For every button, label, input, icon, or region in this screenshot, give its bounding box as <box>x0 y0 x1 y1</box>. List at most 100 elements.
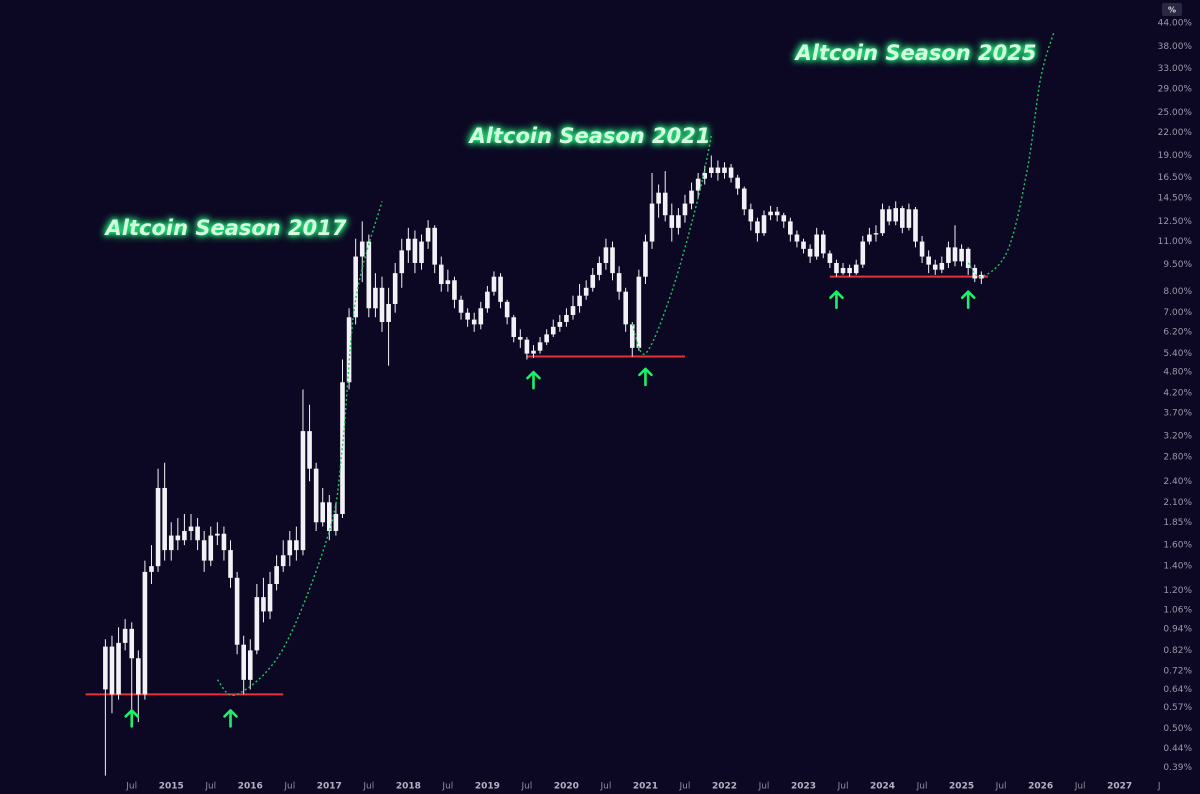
candle-body <box>333 513 339 532</box>
y-tick-label: 0.57% <box>1163 703 1192 713</box>
candle-body <box>722 167 727 173</box>
candle-body <box>649 203 655 242</box>
y-tick-label: 4.20% <box>1163 389 1192 399</box>
candle-body <box>353 256 358 318</box>
candle-body <box>709 167 714 173</box>
x-tick-label: 2020 <box>554 782 579 792</box>
candle-body <box>267 583 273 612</box>
candle-body <box>728 167 734 178</box>
y-tick-label: 29.00% <box>1158 84 1193 94</box>
candle-body <box>228 550 233 578</box>
candle-body <box>287 540 293 556</box>
candle-body <box>965 248 971 268</box>
y-tick-label: 44.00% <box>1158 19 1193 29</box>
candle-body <box>946 247 951 263</box>
candle-body <box>834 262 839 274</box>
up-arrow <box>526 370 541 390</box>
y-tick-label: 2.10% <box>1163 498 1192 508</box>
candle-body <box>564 314 569 322</box>
x-tick-label: Jul <box>520 782 532 792</box>
up-arrow <box>960 290 976 309</box>
x-tick-label: Jul <box>125 782 137 792</box>
candle-body <box>748 209 754 222</box>
x-tick-label: 2022 <box>712 782 737 792</box>
candle-body <box>774 211 780 216</box>
candle-body <box>886 209 892 222</box>
candle-body <box>662 192 668 216</box>
x-tick-label: 2025 <box>949 782 974 792</box>
candle-body <box>669 215 675 228</box>
y-tick-label: 25.00% <box>1158 108 1193 118</box>
candle-body <box>254 597 260 651</box>
x-tick-label: 2019 <box>475 782 500 792</box>
candle-body <box>392 273 398 304</box>
candle-body <box>432 227 437 265</box>
candle-body <box>307 431 312 469</box>
candle-body <box>478 308 484 325</box>
candle-body <box>406 238 411 251</box>
candle-body <box>972 267 978 279</box>
y-tick-label: 19.00% <box>1158 151 1193 161</box>
candle-body <box>340 382 345 514</box>
candle-body <box>182 531 187 541</box>
y-tick-label: 2.80% <box>1163 452 1192 462</box>
candle-body <box>702 172 708 179</box>
scale-button[interactable] <box>1162 3 1182 16</box>
y-tick-label: 3.20% <box>1163 431 1192 441</box>
candle-body <box>656 192 661 204</box>
y-tick-label: 3.70% <box>1163 409 1192 419</box>
y-tick-label: 9.50% <box>1163 260 1192 270</box>
candle-body <box>518 336 523 340</box>
up-arrow <box>124 709 140 728</box>
candle-body <box>900 208 905 228</box>
x-tick-label: Jul <box>600 782 612 792</box>
y-tick-label: 16.50% <box>1158 173 1193 183</box>
candle-body <box>597 262 602 275</box>
candle-body <box>116 642 121 695</box>
candle-body <box>636 276 642 348</box>
candle-body <box>261 597 266 612</box>
y-tick-label: 4.80% <box>1163 368 1192 378</box>
candle-body <box>893 208 899 222</box>
x-tick-label: Jul <box>283 782 295 792</box>
x-tick-label: Jul <box>441 782 453 792</box>
candle-body <box>485 291 490 309</box>
candle-body <box>537 342 543 351</box>
x-tick-label: Jul <box>995 782 1007 792</box>
candle-body <box>195 526 200 541</box>
y-tick-label: 0.50% <box>1163 724 1192 734</box>
candle-body <box>926 256 931 265</box>
y-tick-label: 14.50% <box>1158 194 1193 204</box>
candle-body <box>577 295 582 307</box>
candle-body <box>320 502 326 523</box>
y-tick-label: 0.39% <box>1163 763 1192 773</box>
candle-body <box>168 535 174 551</box>
x-tick-label: 2015 <box>159 782 184 792</box>
candle-body <box>504 301 510 318</box>
candle-body <box>827 253 833 263</box>
candle-body <box>715 167 721 173</box>
x-tick-label: 2017 <box>317 782 342 792</box>
candle-body <box>346 317 352 383</box>
y-tick-label: 6.20% <box>1163 327 1192 337</box>
candle-body <box>373 287 378 309</box>
candle-body <box>386 303 391 322</box>
plot-area <box>85 32 1055 776</box>
candle-body <box>366 241 372 309</box>
candle-body <box>445 280 451 285</box>
candle-body <box>241 644 246 680</box>
candle-body <box>294 540 299 551</box>
candle-body <box>300 431 306 551</box>
candle-body <box>274 566 279 584</box>
candle-body <box>682 203 688 216</box>
candle-body <box>741 188 747 210</box>
y-tick-label: 22.00% <box>1158 128 1193 138</box>
x-tick-label: J <box>1157 782 1161 792</box>
annotation: Altcoin Season 2021 <box>468 124 711 148</box>
y-tick-label: 1.06% <box>1163 605 1192 615</box>
candle-body <box>313 468 319 523</box>
scale-button-label[interactable]: % <box>1168 6 1176 15</box>
y-tick-label: 0.82% <box>1163 646 1192 656</box>
